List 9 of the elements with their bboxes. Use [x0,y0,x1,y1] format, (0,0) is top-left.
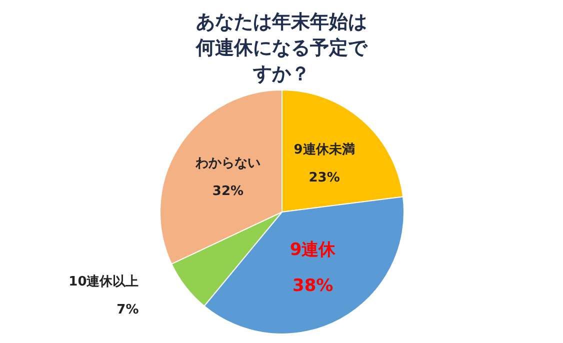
slice-label: わからない [194,156,260,172]
slice-label: 9連休未満 [294,142,355,158]
data-label: 38% [292,276,334,296]
slice-label: 9連休 [290,240,337,260]
chart-title: あなたは年末年始は何連休になる予定ですか？ [195,11,368,85]
data-label: 23% [308,170,340,186]
data-label: 32% [212,184,244,200]
slice-label: 10連休以上 [68,274,139,290]
data-label: 7% [116,302,139,318]
